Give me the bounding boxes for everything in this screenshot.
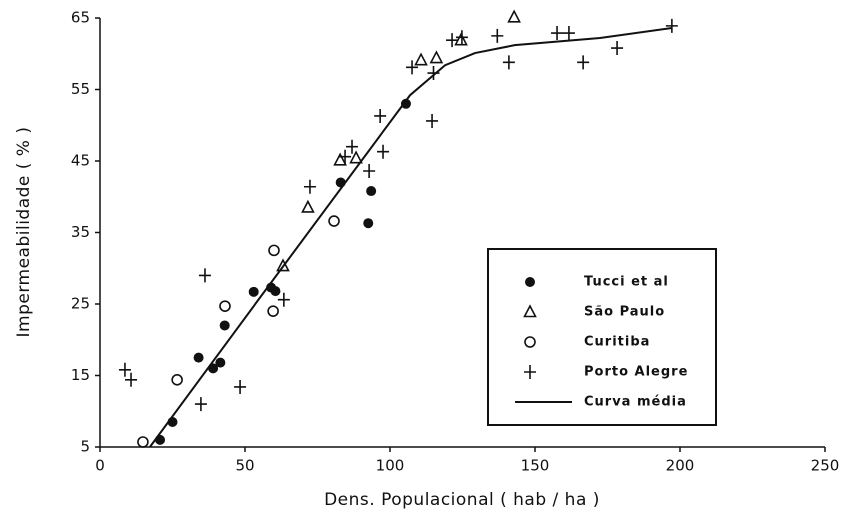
point bbox=[577, 55, 590, 70]
point bbox=[349, 150, 363, 164]
legend-label: Curva média bbox=[584, 395, 687, 410]
point bbox=[363, 164, 376, 179]
point bbox=[193, 352, 204, 363]
point bbox=[171, 373, 183, 386]
y-tick-label: 5 bbox=[80, 438, 90, 456]
point bbox=[374, 108, 387, 123]
point bbox=[276, 258, 290, 272]
point bbox=[268, 244, 280, 257]
point bbox=[491, 28, 504, 43]
point bbox=[248, 286, 259, 297]
y-tick-label: 25 bbox=[71, 295, 90, 313]
point bbox=[429, 50, 444, 64]
point bbox=[523, 304, 537, 318]
point bbox=[454, 32, 468, 46]
point bbox=[562, 26, 575, 41]
point bbox=[400, 98, 411, 109]
point bbox=[301, 199, 315, 213]
point bbox=[426, 113, 439, 128]
legend-box bbox=[487, 248, 717, 426]
y-tick-label: 35 bbox=[71, 223, 90, 241]
x-tick-label: 250 bbox=[811, 457, 840, 475]
x-axis-label: Dens. Populacional ( hab / ha ) bbox=[324, 490, 600, 510]
y-tick-label: 45 bbox=[71, 152, 90, 170]
x-tick-label: 100 bbox=[376, 457, 405, 475]
point bbox=[427, 66, 440, 81]
point bbox=[446, 33, 459, 48]
point bbox=[339, 149, 352, 164]
point bbox=[277, 292, 290, 307]
mean-curve bbox=[149, 27, 673, 448]
point bbox=[125, 372, 138, 387]
point bbox=[525, 277, 535, 287]
point bbox=[551, 26, 564, 41]
point bbox=[665, 18, 678, 33]
y-tick-label: 15 bbox=[71, 366, 90, 384]
point bbox=[377, 144, 390, 159]
point bbox=[414, 52, 428, 66]
point bbox=[118, 362, 131, 377]
point bbox=[524, 336, 536, 348]
x-tick-label: 200 bbox=[666, 457, 695, 475]
point bbox=[406, 60, 419, 75]
x-tick-label: 150 bbox=[521, 457, 550, 475]
point bbox=[194, 397, 207, 412]
point bbox=[333, 152, 347, 166]
point bbox=[234, 379, 247, 394]
x-tick-label: 0 bbox=[95, 457, 105, 475]
point bbox=[524, 365, 536, 379]
y-axis-label: Impermeabilidade ( % ) bbox=[14, 127, 34, 338]
point bbox=[219, 300, 231, 312]
point bbox=[303, 179, 316, 194]
point bbox=[455, 30, 468, 45]
point bbox=[346, 139, 359, 154]
point bbox=[137, 436, 149, 448]
point bbox=[270, 286, 281, 297]
point bbox=[198, 268, 211, 283]
point bbox=[328, 215, 340, 227]
point bbox=[507, 9, 521, 23]
point bbox=[366, 186, 377, 197]
legend-label: Curitiba bbox=[584, 335, 650, 350]
legend-label: Porto Alegre bbox=[584, 365, 688, 380]
point bbox=[363, 218, 374, 229]
y-tick-label: 65 bbox=[71, 9, 90, 27]
point bbox=[502, 55, 515, 70]
x-tick-label: 50 bbox=[235, 457, 254, 475]
legend-label: Tucci et al bbox=[584, 275, 669, 290]
point bbox=[219, 320, 230, 331]
point bbox=[267, 305, 279, 317]
point bbox=[611, 41, 624, 56]
y-tick-label: 55 bbox=[71, 80, 90, 98]
legend-label: São Paulo bbox=[584, 305, 665, 320]
point bbox=[215, 357, 226, 368]
